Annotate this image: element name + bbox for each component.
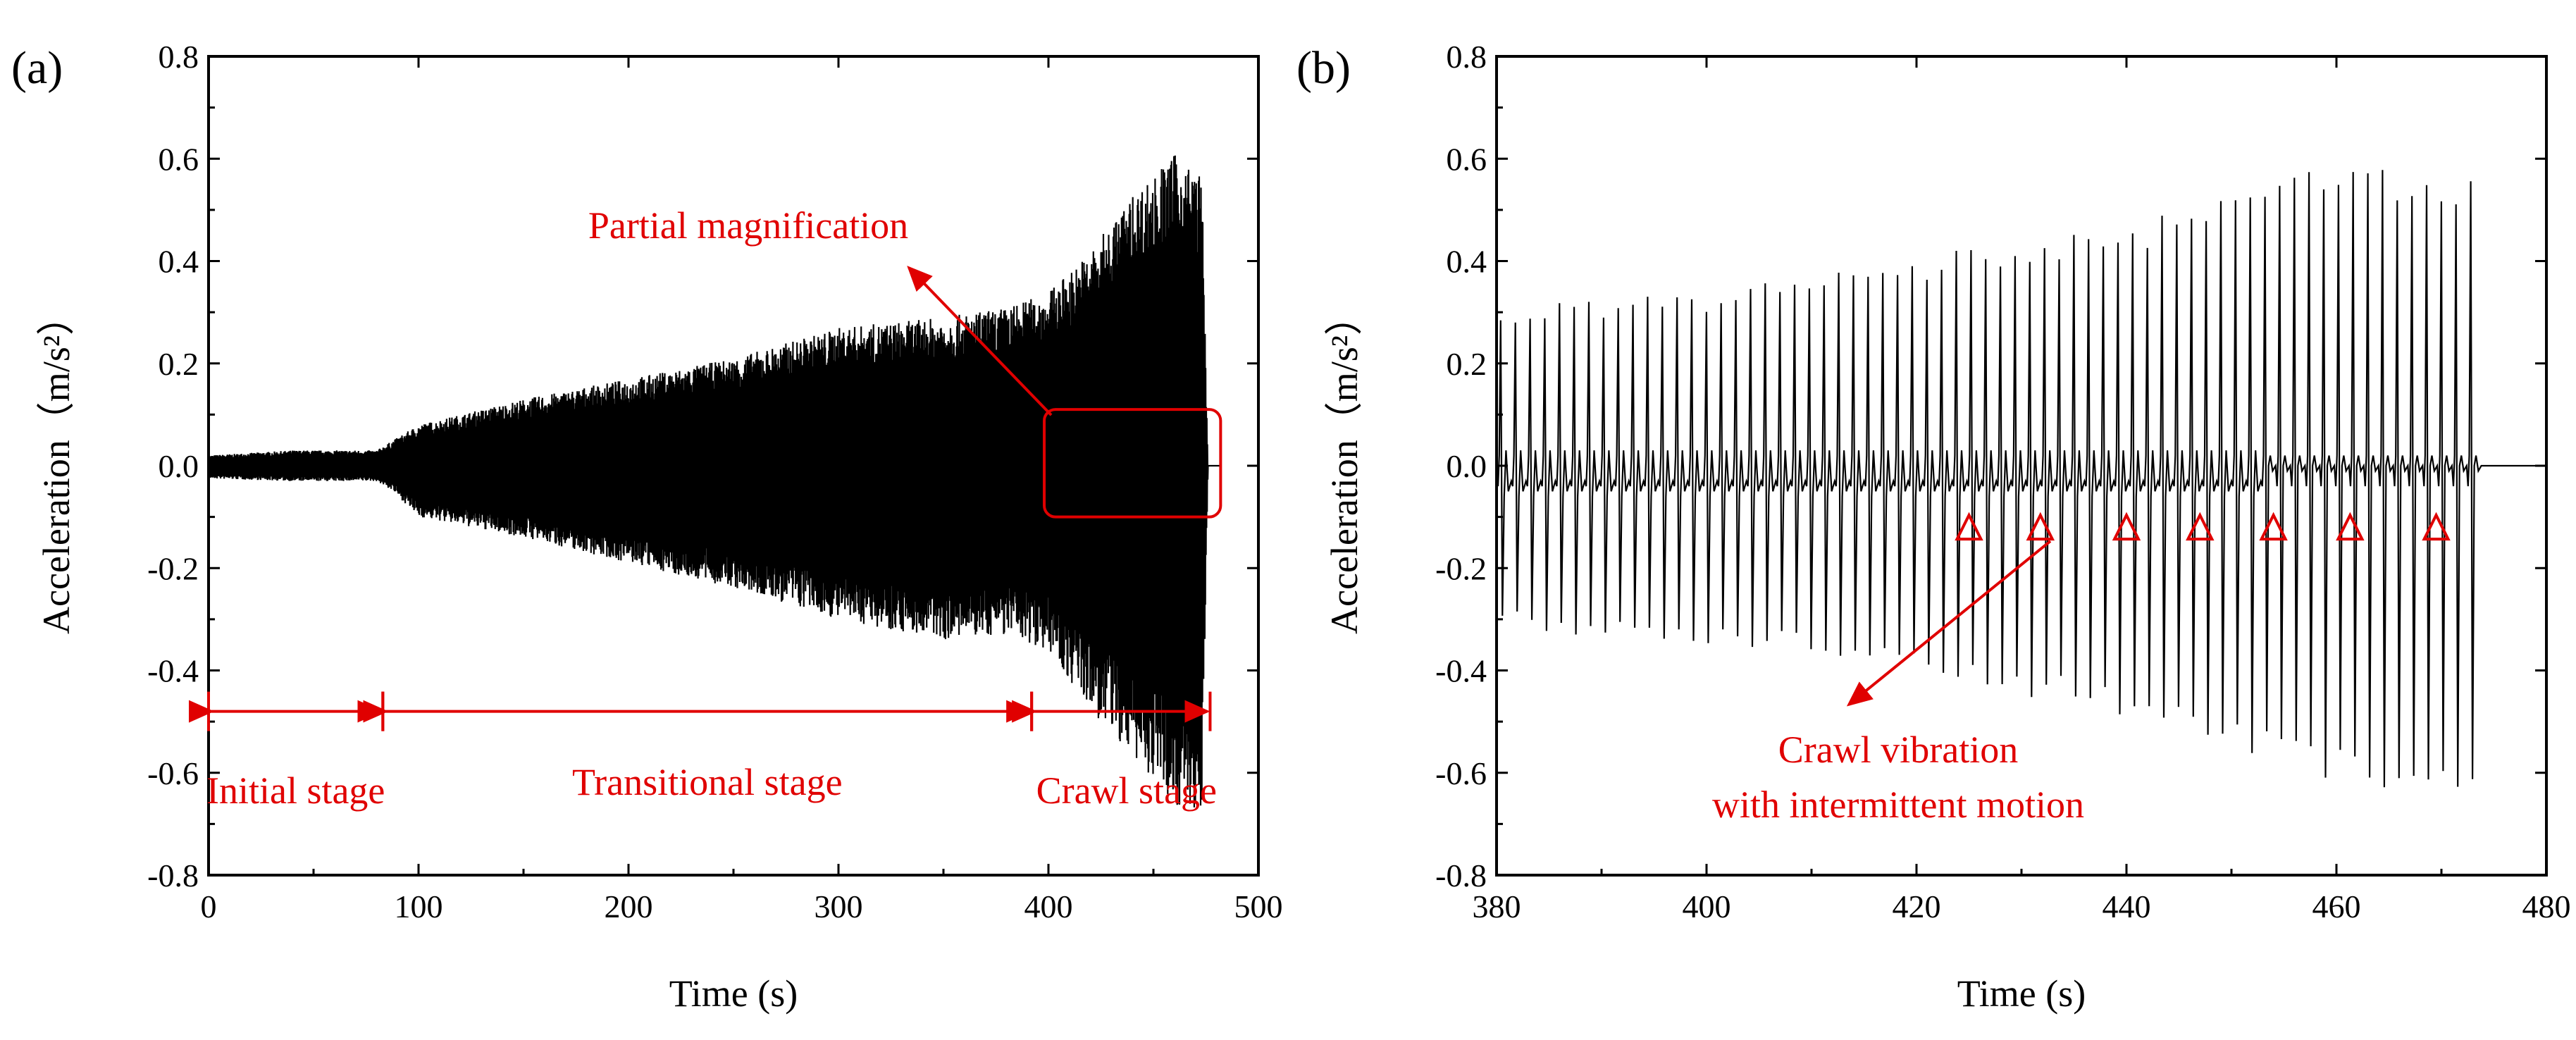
- crawl-vibration-label-line1: Crawl vibration: [1778, 729, 2018, 771]
- intermittent-motion-marker: [1955, 512, 1983, 541]
- panel-b: (b) 0.8 0.6 0.4 0.2 0.0 -0.2 -0.4 -0.6 -0.8 380 4…: [1296, 39, 2571, 1015]
- partial-magnification-arrow: [907, 266, 1053, 416]
- panel-a-y-tick-label: -0.2: [147, 550, 199, 586]
- panel-b-y-tick-label: -0.4: [1435, 653, 1487, 689]
- panel-b-x-tick-label: 460: [2312, 889, 2361, 924]
- panel-b-y-tick-label: 0.0: [1447, 448, 1487, 484]
- panel-b-y-tick-label: 0.6: [1447, 141, 1487, 177]
- transitional-stage-label: Transitional stage: [572, 761, 842, 803]
- intermittent-motion-marker: [2186, 512, 2215, 541]
- partial-magnification-box: [1043, 408, 1222, 519]
- panel-b-y-tick-label: 0.2: [1447, 346, 1487, 382]
- panel-b-y-tick-label: 0.4: [1447, 244, 1487, 280]
- panel-b-y-tick-label: -0.2: [1435, 550, 1487, 586]
- panel-b-x-axis-title: Time (s): [1957, 972, 2086, 1015]
- panel-b-x-tick-label: 480: [2522, 889, 2571, 924]
- intermittent-motion-marker: [2422, 512, 2451, 541]
- panel-a-y-tick-label: 0.2: [159, 346, 199, 382]
- crawl-stage-label: Crawl stage: [1036, 769, 1217, 812]
- intermittent-motion-marker: [2259, 512, 2288, 541]
- intermittent-motion-marker: [2026, 512, 2055, 541]
- initial-stage-label: Initial stage: [206, 769, 385, 812]
- panel-b-annotations: Crawl vibration with intermittent motion: [1712, 512, 2451, 826]
- panel-b-signal-line: [1495, 170, 2546, 788]
- panel-b-signal-trace: [1495, 170, 2546, 788]
- panel-a-signal-line: [207, 155, 1221, 807]
- panel-a-x-tick-label: 0: [201, 889, 217, 924]
- panel-a-y-axis-title: Acceleration（m/s²）: [35, 297, 78, 634]
- panel-b-y-tick-label: -0.8: [1435, 858, 1487, 893]
- panel-a-y-tick-label: -0.6: [147, 755, 199, 791]
- intermittent-motion-marker: [2112, 512, 2141, 541]
- intermittent-motion-marker: [2336, 512, 2365, 541]
- panel-a-x-axis-title: Time (s): [669, 972, 798, 1015]
- panel-a-label: (a): [11, 42, 63, 94]
- crawl-vibration-arrow: [1846, 540, 2052, 707]
- panel-a-y-tick-label: -0.4: [147, 653, 199, 689]
- panel-a-y-tick-label: 0.6: [159, 141, 199, 177]
- panel-b-x-tick-label: 380: [1473, 889, 1521, 924]
- panel-b-x-axis: 380 400 420 440 460 480: [1473, 56, 2571, 924]
- panel-a-x-tick-label: 500: [1234, 889, 1283, 924]
- panel-a-x-tick-label: 100: [395, 889, 443, 924]
- panel-a-annotations: Partial magnification Initial stage Tran…: [189, 204, 1222, 812]
- panel-a-x-tick-label: 300: [815, 889, 863, 924]
- panel-b-label: (b): [1296, 42, 1351, 94]
- panel-b-x-tick-label: 420: [1893, 889, 1941, 924]
- crawl-vibration-label-line2: with intermittent motion: [1712, 784, 2084, 826]
- panel-a-signal-trace: [207, 155, 1221, 807]
- panel-a-y-tick-label: 0.8: [159, 39, 199, 75]
- panel-b-y-axis: 0.8 0.6 0.4 0.2 0.0 -0.2 -0.4 -0.6 -0.8: [1435, 39, 2546, 893]
- panel-a: (a) 0.8 0.6 0.4 0.2 0.0 -0.2 -0.4 -0.6 -0.8 0 100…: [11, 39, 1283, 1015]
- panel-a-y-tick-label: -0.8: [147, 858, 199, 893]
- panel-b-y-tick-label: 0.8: [1447, 39, 1487, 75]
- panel-a-y-tick-label: 0.4: [159, 244, 199, 280]
- panel-a-y-tick-label: 0.0: [159, 448, 199, 484]
- panel-a-x-tick-label: 400: [1024, 889, 1073, 924]
- panel-a-x-axis: 0 100 200 300 400 500: [201, 56, 1283, 924]
- panel-b-x-tick-label: 440: [2103, 889, 2151, 924]
- partial-magnification-label: Partial magnification: [588, 204, 908, 247]
- panel-b-x-tick-label: 400: [1683, 889, 1731, 924]
- panel-a-y-axis: 0.8 0.6 0.4 0.2 0.0 -0.2 -0.4 -0.6 -0.8: [147, 39, 1258, 893]
- panel-b-y-axis-title: Acceleration（m/s²）: [1323, 297, 1366, 634]
- panel-a-x-tick-label: 200: [605, 889, 653, 924]
- panel-b-y-tick-label: -0.6: [1435, 755, 1487, 791]
